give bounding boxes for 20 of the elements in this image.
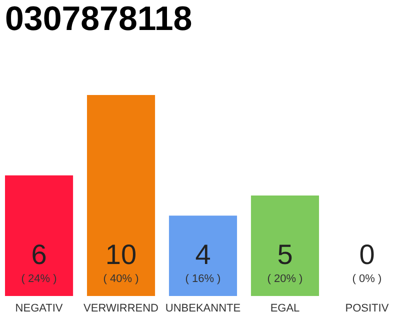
annotation: ( 40% ) <box>103 273 139 285</box>
data-label: 4 <box>195 239 211 270</box>
bar <box>168 216 238 296</box>
annotation: ( 24% ) <box>21 273 57 285</box>
annotation: ( 20% ) <box>267 273 303 285</box>
annotation: ( 0% ) <box>352 273 382 285</box>
chart-title: 0307878118 <box>5 0 192 38</box>
x-tick-label: EGAL <box>270 302 300 314</box>
annotation: ( 16% ) <box>185 273 221 285</box>
x-tick-label: POSITIV <box>345 302 390 314</box>
x-tick-label: UNBEKANNTE <box>165 302 241 314</box>
bar <box>5 175 74 296</box>
data-label: 6 <box>31 239 47 270</box>
x-tick-label: NEGATIV <box>15 302 64 314</box>
bar <box>250 196 320 296</box>
bar <box>86 95 156 296</box>
data-label: 5 <box>277 239 293 270</box>
x-tick-label: VERWIRREND <box>84 302 159 314</box>
data-label: 10 <box>105 239 137 270</box>
data-label: 0 <box>359 239 375 270</box>
